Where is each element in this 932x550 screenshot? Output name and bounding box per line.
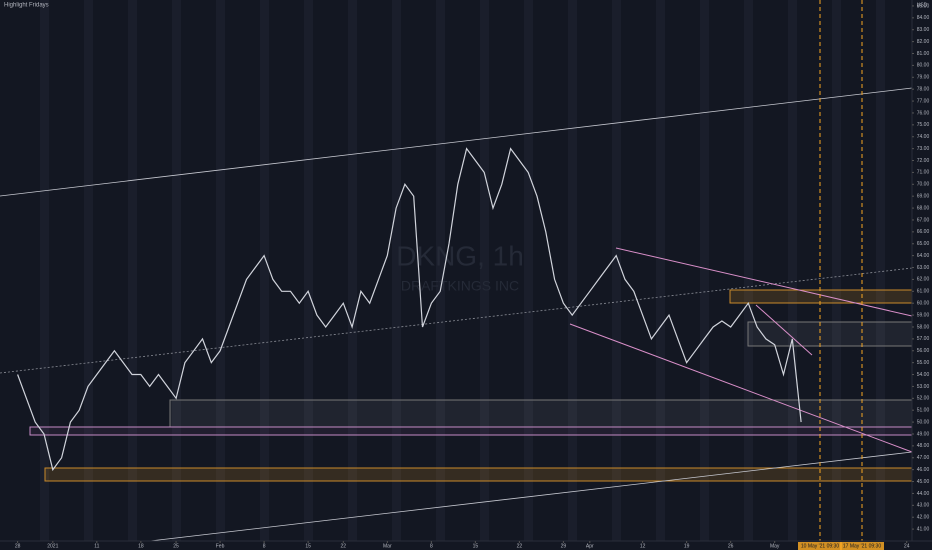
y-tick-label: 79.00 (917, 75, 930, 81)
y-tick-label: 53.00 (917, 384, 930, 390)
y-tick-label: 62.00 (917, 277, 930, 283)
x-tick-label: 2021 (47, 543, 58, 549)
currency: USD (917, 2, 928, 8)
x-tick-label: 26 (728, 543, 734, 549)
y-tick-label: 57.00 (917, 336, 930, 342)
x-tick-label: 19 (684, 543, 690, 549)
y-tick-label: 63.00 (917, 265, 930, 271)
y-tick-label: 54.00 (917, 372, 930, 378)
crosshair-label: 17 May '21 09:30 (843, 543, 881, 549)
y-tick-label: 72.00 (917, 158, 930, 164)
y-tick-label: 77.00 (917, 98, 930, 104)
y-tick-label: 52.00 (917, 396, 930, 402)
drawings (0, 0, 913, 542)
y-tick-label: 83.00 (917, 27, 930, 33)
y-tick-label: 80.00 (917, 63, 930, 69)
y-tick-label: 73.00 (917, 146, 930, 152)
y-tick-label: 47.00 (917, 455, 930, 461)
x-tick-label: 11 (94, 543, 99, 549)
x-tick-label: 22 (517, 543, 523, 549)
x-tick-label: May (770, 543, 780, 549)
x-tick-label: 15 (305, 543, 311, 549)
x-tick-label: 22 (341, 543, 347, 549)
y-tick-label: 85.00 (917, 3, 930, 9)
y-axis-area (912, 0, 932, 550)
y-tick-label: 67.00 (917, 217, 930, 223)
y-tick-label: 69.00 (917, 194, 930, 200)
y-tick-label: 81.00 (917, 51, 930, 57)
y-tick-label: 71.00 (917, 170, 930, 176)
y-tick-label: 50.00 (917, 419, 930, 425)
y-tick-label: 68.00 (917, 205, 930, 211)
y-tick-label: 75.00 (917, 122, 930, 128)
y-tick-label: 55.00 (917, 360, 930, 366)
x-tick-label: 18 (138, 543, 144, 549)
y-tick-label: 44.00 (917, 491, 930, 497)
y-tick-label: 45.00 (917, 479, 930, 485)
x-tick-label: 29 (561, 543, 567, 549)
watermark-subtitle: DRAFTKINGS INC (401, 278, 519, 294)
y-tick-label: 49.00 (917, 431, 930, 437)
x-tick-label: 24 (904, 543, 910, 549)
y-tick-label: 61.00 (917, 289, 930, 295)
y-tick-label: 64.00 (917, 253, 930, 259)
y-tick-label: 56.00 (917, 348, 930, 354)
x-tick-label: 12 (640, 543, 646, 549)
y-tick-label: 42.00 (917, 515, 930, 521)
y-tick-label: 46.00 (917, 467, 930, 473)
y-tick-label: 66.00 (917, 229, 930, 235)
y-tick-label: 60.00 (917, 301, 930, 307)
y-tick-label: 51.00 (917, 408, 930, 414)
crosshair-label: 10 May '21 09:30 (801, 543, 839, 549)
watermark: DKNG, 1h (396, 240, 524, 271)
chart-title: Highlight Fridays (4, 3, 49, 9)
x-tick-label: Mar (383, 543, 392, 549)
y-tick-label: 76.00 (917, 110, 930, 116)
y-tick-label: 82.00 (917, 39, 930, 45)
y-tick-label: 58.00 (917, 324, 930, 330)
y-tick-label: 78.00 (917, 87, 930, 93)
x-tick-label: 8 (263, 543, 266, 549)
price-line (17, 147, 802, 472)
x-tick-label: Feb (216, 543, 225, 549)
y-tick-label: 70.00 (917, 182, 930, 188)
y-tick-label: 74.00 (917, 134, 930, 140)
x-tick-label: 8 (430, 543, 433, 549)
x-tick-label: 25 (173, 543, 179, 549)
y-tick-label: 59.00 (917, 312, 930, 318)
y-tick-label: 43.00 (917, 503, 930, 509)
x-tick-label: 28 (15, 543, 21, 549)
crosshair-label-bg (840, 542, 884, 550)
y-tick-label: 84.00 (917, 15, 930, 21)
y-tick-label: 65.00 (917, 241, 930, 247)
x-tick-label: Apr (586, 543, 594, 549)
y-tick-label: 41.00 (917, 526, 930, 532)
y-tick-label: 48.00 (917, 443, 930, 449)
crosshair-label-bg (798, 542, 842, 550)
x-tick-label: 15 (473, 543, 479, 549)
fridays (40, 0, 885, 541)
